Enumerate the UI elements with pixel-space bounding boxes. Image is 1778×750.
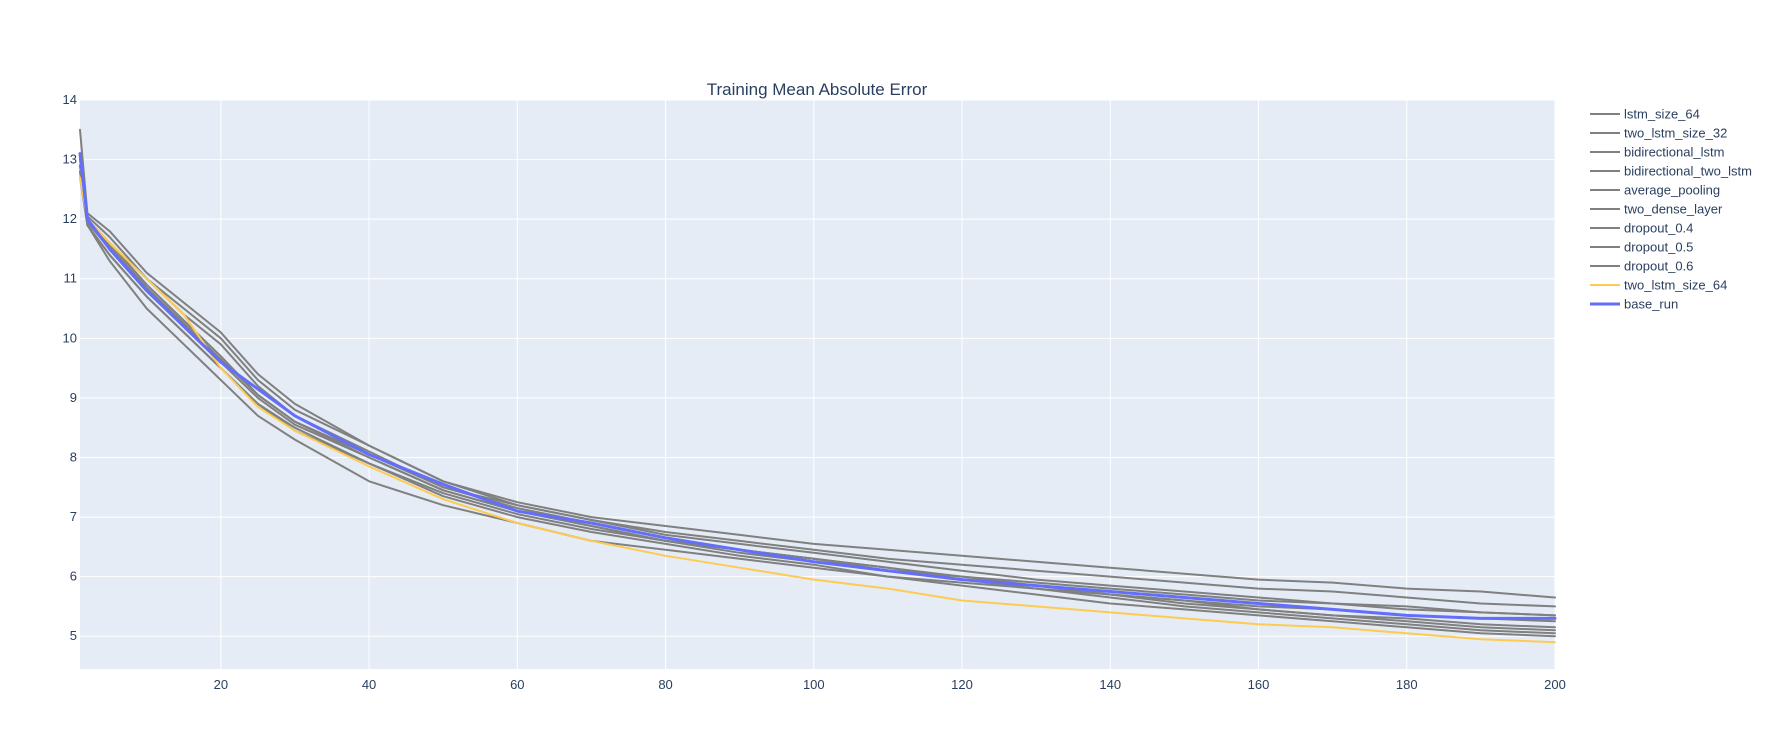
legend-label: dropout_0.6 (1624, 259, 1693, 274)
x-tick-label: 200 (1544, 677, 1566, 692)
plot-background (80, 100, 1555, 669)
y-axis-ticks: 5 6 7 8 9 10 11 12 13 14 (63, 92, 77, 643)
series-line-base-run (78, 152, 1557, 620)
y-tick-label: 8 (70, 449, 77, 464)
series-line-dropout-0-4 (79, 170, 1556, 638)
series-line-bidirectional-two-lstm (79, 176, 1556, 623)
series-line-dropout-0-5 (79, 164, 1556, 629)
chart-title: Training Mean Absolute Error (707, 80, 928, 99)
x-tick-label: 20 (214, 677, 228, 692)
y-tick-label: 9 (70, 390, 77, 405)
series-lines (78, 128, 1557, 644)
legend-label: dropout_0.4 (1624, 221, 1693, 236)
y-tick-label: 5 (70, 628, 77, 643)
legend-label: bidirectional_lstm (1624, 145, 1724, 160)
legend-label: two_lstm_size_32 (1624, 126, 1727, 141)
x-tick-label: 120 (951, 677, 973, 692)
x-tick-label: 60 (510, 677, 524, 692)
y-tick-label: 13 (63, 152, 77, 167)
y-tick-label: 6 (70, 569, 77, 584)
legend-label: average_pooling (1624, 183, 1720, 198)
legend-item[interactable]: average_pooling (1590, 183, 1720, 198)
x-tick-label: 160 (1248, 677, 1270, 692)
legend[interactable]: lstm_size_64 two_lstm_size_32 bidirectiona… (1590, 107, 1752, 312)
legend-label: dropout_0.5 (1624, 240, 1693, 255)
legend-item[interactable]: dropout_0.4 (1590, 221, 1693, 236)
y-tick-label: 14 (63, 92, 77, 107)
x-tick-label: 100 (803, 677, 825, 692)
x-tick-label: 180 (1396, 677, 1418, 692)
legend-item[interactable]: two_dense_layer (1590, 202, 1723, 217)
x-tick-label: 80 (658, 677, 672, 692)
series-line-two-lstm-size-64 (79, 176, 1556, 644)
legend-item[interactable]: base_run (1590, 297, 1678, 312)
legend-label: lstm_size_64 (1624, 107, 1700, 122)
legend-item[interactable]: dropout_0.5 (1590, 240, 1693, 255)
legend-label: bidirectional_two_lstm (1624, 164, 1752, 179)
legend-item[interactable]: bidirectional_lstm (1590, 145, 1724, 160)
legend-label: base_run (1624, 297, 1678, 312)
legend-item[interactable]: bidirectional_two_lstm (1590, 164, 1752, 179)
y-gridlines (80, 99, 1555, 637)
legend-item[interactable]: lstm_size_64 (1590, 107, 1700, 122)
x-gridlines (220, 100, 1556, 669)
legend-label: two_dense_layer (1624, 202, 1723, 217)
x-tick-label: 40 (362, 677, 376, 692)
legend-item[interactable]: two_lstm_size_64 (1590, 278, 1727, 293)
y-tick-label: 12 (63, 211, 77, 226)
y-tick-label: 10 (63, 330, 77, 345)
series-line-dropout-0-6 (79, 152, 1556, 617)
legend-item[interactable]: two_lstm_size_32 (1590, 126, 1727, 141)
y-tick-label: 7 (70, 509, 77, 524)
series-line-lstm-size-64 (79, 128, 1556, 599)
legend-label: two_lstm_size_64 (1624, 278, 1727, 293)
legend-item[interactable]: dropout_0.6 (1590, 259, 1693, 274)
x-axis-ticks: 20 40 60 80 100 120 140 160 180 200 (214, 677, 1566, 692)
x-tick-label: 140 (1099, 677, 1121, 692)
y-tick-label: 11 (64, 271, 78, 286)
